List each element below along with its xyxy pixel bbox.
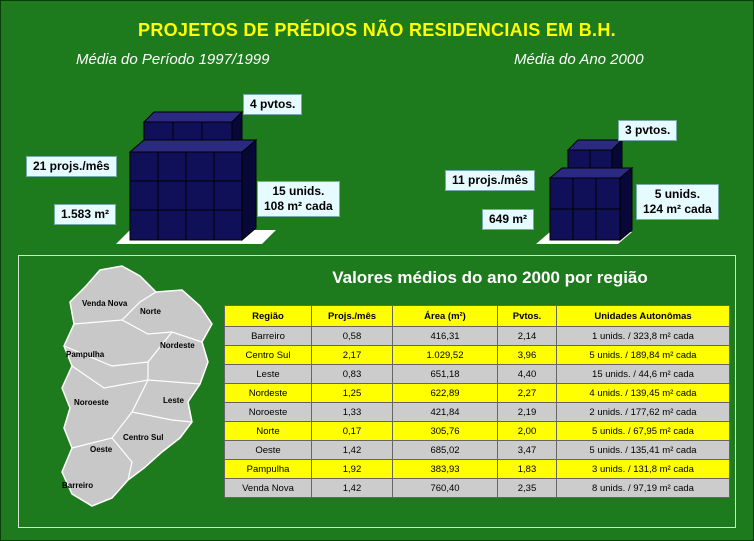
cell-regiao: Barreiro (224, 326, 312, 346)
cell-unidades: 5 unids. / 67,95 m² cada (556, 421, 730, 441)
cell-projs: 1,92 (311, 459, 393, 479)
right-units-line2: 124 m² cada (643, 202, 712, 216)
cell-unidades: 5 unids. / 189,84 m² cada (556, 345, 730, 365)
cell-area: 421,84 (392, 402, 498, 422)
cell-unidades: 15 unids. / 44,6 m² cada (556, 364, 730, 384)
cell-pvtos: 2,00 (497, 421, 557, 441)
cell-unidades: 8 unids. / 97,19 m² cada (556, 478, 730, 498)
cell-pvtos: 2,19 (497, 402, 557, 422)
cell-area: 651,18 (392, 364, 498, 384)
cell-unidades: 5 unids. / 135,41 m² cada (556, 440, 730, 460)
map-label-barreiro: Barreiro (62, 481, 94, 490)
cell-projs: 0,58 (311, 326, 393, 346)
cell-regiao: Nordeste (224, 383, 312, 403)
cell-unidades: 4 unids. / 139,45 m² cada (556, 383, 730, 403)
map-label-norte: Norte (140, 307, 161, 316)
table-row: Venda Nova 1,42 760,40 2,35 8 unids. / 9… (224, 478, 730, 498)
building-right-graphic (536, 138, 634, 244)
map-label-leste: Leste (163, 396, 184, 405)
cell-projs: 1,42 (311, 440, 393, 460)
cell-projs: 1,33 (311, 402, 393, 422)
cell-pvtos: 1,83 (497, 459, 557, 479)
cell-unidades: 1 unids. / 323,8 m² cada (556, 326, 730, 346)
cell-pvtos: 3,96 (497, 345, 557, 365)
table-row: Centro Sul 2,17 1.029,52 3,96 5 unids. /… (224, 345, 730, 365)
cell-regiao: Noroeste (224, 402, 312, 422)
table-header-row: Região Projs./mês Área (m²) Pvtos. Unida… (224, 305, 730, 327)
right-units-label: 5 unids. 124 m² cada (636, 184, 719, 220)
cell-pvtos: 3,47 (497, 440, 557, 460)
left-area-label: 1.583 m² (54, 204, 117, 225)
building-illustrations (116, 110, 634, 244)
map-label-noroeste: Noroeste (74, 398, 109, 407)
cell-pvtos: 2,35 (497, 478, 557, 498)
header-regiao: Região (224, 305, 312, 327)
right-floors-label: 3 pvtos. (618, 120, 678, 141)
cell-projs: 1,42 (311, 478, 393, 498)
cell-regiao: Centro Sul (224, 345, 312, 365)
table-row: Nordeste 1,25 622,89 2,27 4 unids. / 139… (224, 383, 730, 403)
table-row: Oeste 1,42 685,02 3,47 5 unids. / 135,41… (224, 440, 730, 460)
table-row: Pampulha 1,92 383,93 1,83 3 unids. / 131… (224, 459, 730, 479)
table-row: Norte 0,17 305,76 2,00 5 unids. / 67,95 … (224, 421, 730, 441)
cell-projs: 2,17 (311, 345, 393, 365)
right-units-line1: 5 unids. (654, 187, 701, 201)
left-units-line1: 15 unids. (272, 184, 325, 198)
right-projects-label: 11 projs./mês (445, 170, 536, 191)
subtitle-year: Média do Ano 2000 (514, 51, 644, 68)
panel-title: Valores médios do ano 2000 por região (332, 268, 648, 287)
map-label-venda-nova: Venda Nova (82, 299, 128, 308)
map-label-centro-sul: Centro Sul (123, 433, 164, 442)
cell-regiao: Oeste (224, 440, 312, 460)
page-title: PROJETOS DE PRÉDIOS NÃO RESIDENCIAIS EM … (138, 20, 616, 40)
header-projs: Projs./mês (311, 305, 393, 327)
cell-area: 383,93 (392, 459, 498, 479)
table-row: Noroeste 1,33 421,84 2,19 2 unids. / 177… (224, 402, 730, 422)
regions-table: Região Projs./mês Área (m²) Pvtos. Unida… (224, 305, 730, 498)
right-area-label: 649 m² (482, 209, 535, 230)
cell-unidades: 3 unids. / 131,8 m² cada (556, 459, 730, 479)
table-row: Leste 0,83 651,18 4,40 15 unids. / 44,6 … (224, 364, 730, 384)
left-projects-label: 21 projs./mês (26, 156, 117, 177)
header-pvtos: Pvtos. (497, 305, 557, 327)
cell-area: 685,02 (392, 440, 498, 460)
cell-regiao: Pampulha (224, 459, 312, 479)
map-label-oeste: Oeste (90, 445, 113, 454)
cell-regiao: Norte (224, 421, 312, 441)
cell-area: 1.029,52 (392, 345, 498, 365)
map-label-nordeste: Nordeste (160, 341, 195, 350)
cell-projs: 1,25 (311, 383, 393, 403)
cell-area: 622,89 (392, 383, 498, 403)
regional-panel (18, 255, 736, 528)
table-row: Barreiro 0,58 416,31 2,14 1 unids. / 323… (224, 326, 730, 346)
cell-pvtos: 2,14 (497, 326, 557, 346)
building-left-graphic (116, 110, 276, 244)
left-floors-label: 4 pvtos. (243, 94, 303, 115)
left-units-label: 15 unids. 108 m² cada (257, 181, 340, 217)
cell-pvtos: 2,27 (497, 383, 557, 403)
header-unidades: Unidades Autonômas (556, 305, 730, 327)
cell-projs: 0,17 (311, 421, 393, 441)
cell-area: 760,40 (392, 478, 498, 498)
map-label-pampulha: Pampulha (66, 350, 105, 359)
subtitle-period: Média do Período 1997/1999 (76, 51, 270, 68)
cell-area: 305,76 (392, 421, 498, 441)
regions-map (61, 265, 213, 507)
cell-pvtos: 4,40 (497, 364, 557, 384)
cell-regiao: Venda Nova (224, 478, 312, 498)
cell-projs: 0,83 (311, 364, 393, 384)
left-units-line2: 108 m² cada (264, 199, 333, 213)
cell-regiao: Leste (224, 364, 312, 384)
header-area: Área (m²) (392, 305, 498, 327)
cell-area: 416,31 (392, 326, 498, 346)
cell-unidades: 2 unids. / 177,62 m² cada (556, 402, 730, 422)
